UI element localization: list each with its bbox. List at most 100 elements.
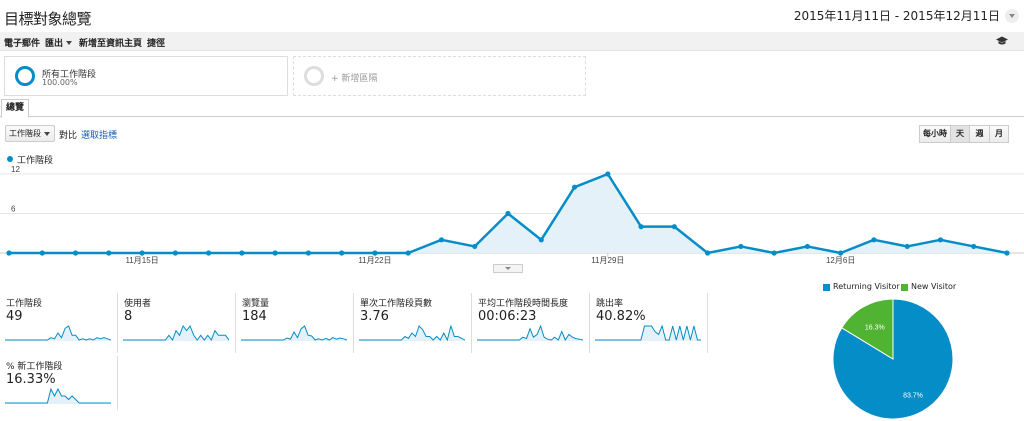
data-point[interactable] bbox=[438, 237, 445, 243]
metric-card-new-sessions[interactable]: % 新工作階段 16.33% bbox=[0, 356, 118, 410]
add-to-dashboard-button[interactable]: 新增至資訊主頁 bbox=[79, 39, 143, 49]
date-range-selector[interactable]: 2015年11月11日 - 2015年12月11日 bbox=[793, 9, 1000, 23]
sparkline bbox=[595, 325, 701, 341]
export-label: 匯出 bbox=[45, 39, 64, 49]
data-point[interactable] bbox=[804, 243, 811, 250]
shortcut-button[interactable]: 捷徑 bbox=[147, 39, 166, 49]
metric-label: 單次工作階段頁數 bbox=[360, 299, 433, 309]
data-point[interactable] bbox=[372, 250, 378, 256]
sparkline-line bbox=[241, 325, 347, 341]
segment-ring-icon bbox=[15, 66, 35, 86]
data-point[interactable] bbox=[904, 243, 910, 250]
tab-overview[interactable]: 總覽 bbox=[1, 99, 29, 118]
date-range-dropdown-icon[interactable] bbox=[1005, 9, 1019, 23]
metric-card-pageviews[interactable]: 瀏覽量 184 bbox=[236, 293, 354, 353]
data-point[interactable] bbox=[339, 250, 345, 256]
data-point[interactable] bbox=[971, 243, 977, 250]
chart-controls: 工作階段 對比 選取指標 每小時 天 週 月 bbox=[0, 125, 1024, 143]
metric-card-bounce-rate[interactable]: 跳出率 40.82% bbox=[590, 293, 708, 353]
metric-label: 跳出率 bbox=[596, 299, 624, 309]
empty-segment-ring-icon bbox=[304, 66, 324, 86]
report-toolbar: 電子郵件 匯出 新增至資訊主頁 捷徑 bbox=[0, 32, 1024, 51]
data-point[interactable] bbox=[1004, 250, 1010, 256]
segment-name: 所有工作階段 bbox=[42, 70, 97, 80]
data-point[interactable] bbox=[771, 250, 777, 256]
data-point[interactable] bbox=[505, 210, 511, 217]
data-point[interactable] bbox=[538, 237, 544, 243]
data-point[interactable] bbox=[72, 250, 79, 256]
data-point[interactable] bbox=[239, 250, 245, 256]
metric-select-label: 工作階段 bbox=[9, 129, 41, 138]
legend-new-visitor: New Visitor bbox=[911, 282, 957, 291]
page-title: 目標對象總覽 bbox=[4, 10, 92, 28]
graduation-cap-icon[interactable] bbox=[996, 36, 1008, 46]
data-point[interactable] bbox=[472, 243, 478, 250]
hourly-button[interactable]: 每小時 bbox=[919, 125, 951, 143]
sparkline bbox=[5, 325, 111, 341]
data-point[interactable] bbox=[405, 250, 411, 256]
series-legend-label: 工作階段 bbox=[17, 156, 54, 166]
data-point[interactable] bbox=[871, 237, 877, 243]
metric-value: 16.33% bbox=[6, 372, 56, 387]
pie-slice[interactable] bbox=[841, 298, 894, 360]
metric-value: 00:06:23 bbox=[478, 309, 537, 324]
sparkline-area bbox=[5, 389, 111, 404]
add-segment-label: + 新增區隔 bbox=[331, 74, 378, 84]
data-point[interactable] bbox=[937, 237, 944, 243]
metric-card-users[interactable]: 使用者 8 bbox=[118, 293, 236, 353]
metric-value: 3.76 bbox=[360, 309, 389, 324]
select-metric-link[interactable]: 選取指標 bbox=[81, 131, 118, 141]
metric-label: 平均工作階段時間長度 bbox=[478, 299, 569, 309]
data-point[interactable] bbox=[206, 250, 212, 256]
metric-select[interactable]: 工作階段 bbox=[5, 125, 55, 142]
data-point[interactable] bbox=[738, 243, 744, 250]
data-point[interactable] bbox=[172, 250, 178, 256]
data-point[interactable] bbox=[705, 250, 711, 256]
export-button[interactable]: 匯出 bbox=[45, 36, 73, 49]
sparkline-area bbox=[595, 326, 701, 341]
sparkline bbox=[241, 325, 347, 341]
data-point[interactable] bbox=[671, 224, 677, 230]
legend-swatch-returning bbox=[823, 284, 830, 291]
day-button[interactable]: 天 bbox=[950, 125, 970, 143]
data-point[interactable] bbox=[638, 224, 644, 230]
sparkline bbox=[359, 325, 465, 341]
sparkline-line bbox=[595, 325, 701, 341]
chart-resize-handle[interactable] bbox=[493, 264, 523, 273]
sparkline-area bbox=[123, 326, 229, 341]
month-button[interactable]: 月 bbox=[989, 125, 1009, 143]
email-button[interactable]: 電子郵件 bbox=[4, 39, 41, 49]
data-point[interactable] bbox=[106, 250, 112, 256]
sparkline bbox=[477, 325, 583, 341]
metric-label: % 新工作階段 bbox=[6, 362, 63, 372]
x-tick-label: 11月15日 bbox=[125, 256, 158, 265]
series-legend-marker bbox=[7, 156, 13, 162]
metric-card-avg-session-duration[interactable]: 平均工作階段時間長度 00:06:23 bbox=[472, 293, 590, 353]
pie-slice-label: 16.3% bbox=[865, 325, 885, 332]
data-point[interactable] bbox=[39, 250, 45, 256]
metric-card-pages-per-session[interactable]: 單次工作階段頁數 3.76 bbox=[354, 293, 472, 353]
metric-value: 40.82% bbox=[596, 309, 646, 324]
vs-label: 對比 bbox=[59, 131, 78, 141]
week-button[interactable]: 週 bbox=[969, 125, 990, 143]
data-point[interactable] bbox=[305, 250, 311, 256]
data-point[interactable] bbox=[272, 250, 278, 256]
segment-all-sessions[interactable]: 所有工作階段 100.00% bbox=[4, 56, 288, 96]
legend-swatch-new bbox=[901, 284, 908, 291]
pie-slice-label: 83.7% bbox=[903, 393, 923, 400]
y-tick-label: 12 bbox=[11, 166, 20, 174]
x-tick-label: 11月29日 bbox=[591, 256, 624, 265]
metric-value: 184 bbox=[242, 309, 267, 324]
sparkline bbox=[5, 388, 111, 404]
metric-label: 瀏覽量 bbox=[242, 299, 270, 309]
legend-returning-visitor: Returning Visitor bbox=[833, 282, 900, 291]
metric-value: 8 bbox=[124, 309, 133, 324]
metric-card-sessions[interactable]: 工作階段 49 bbox=[0, 293, 118, 353]
data-point[interactable] bbox=[605, 171, 611, 177]
add-segment-button[interactable]: + 新增區隔 bbox=[293, 56, 586, 96]
data-point[interactable] bbox=[571, 184, 578, 190]
data-point[interactable] bbox=[838, 250, 844, 256]
data-point[interactable] bbox=[6, 250, 12, 256]
data-point[interactable] bbox=[139, 250, 145, 256]
sessions-over-time-chart: 12 6 11月15日 11月22日 11月29日 12月6日 bbox=[0, 166, 1024, 265]
